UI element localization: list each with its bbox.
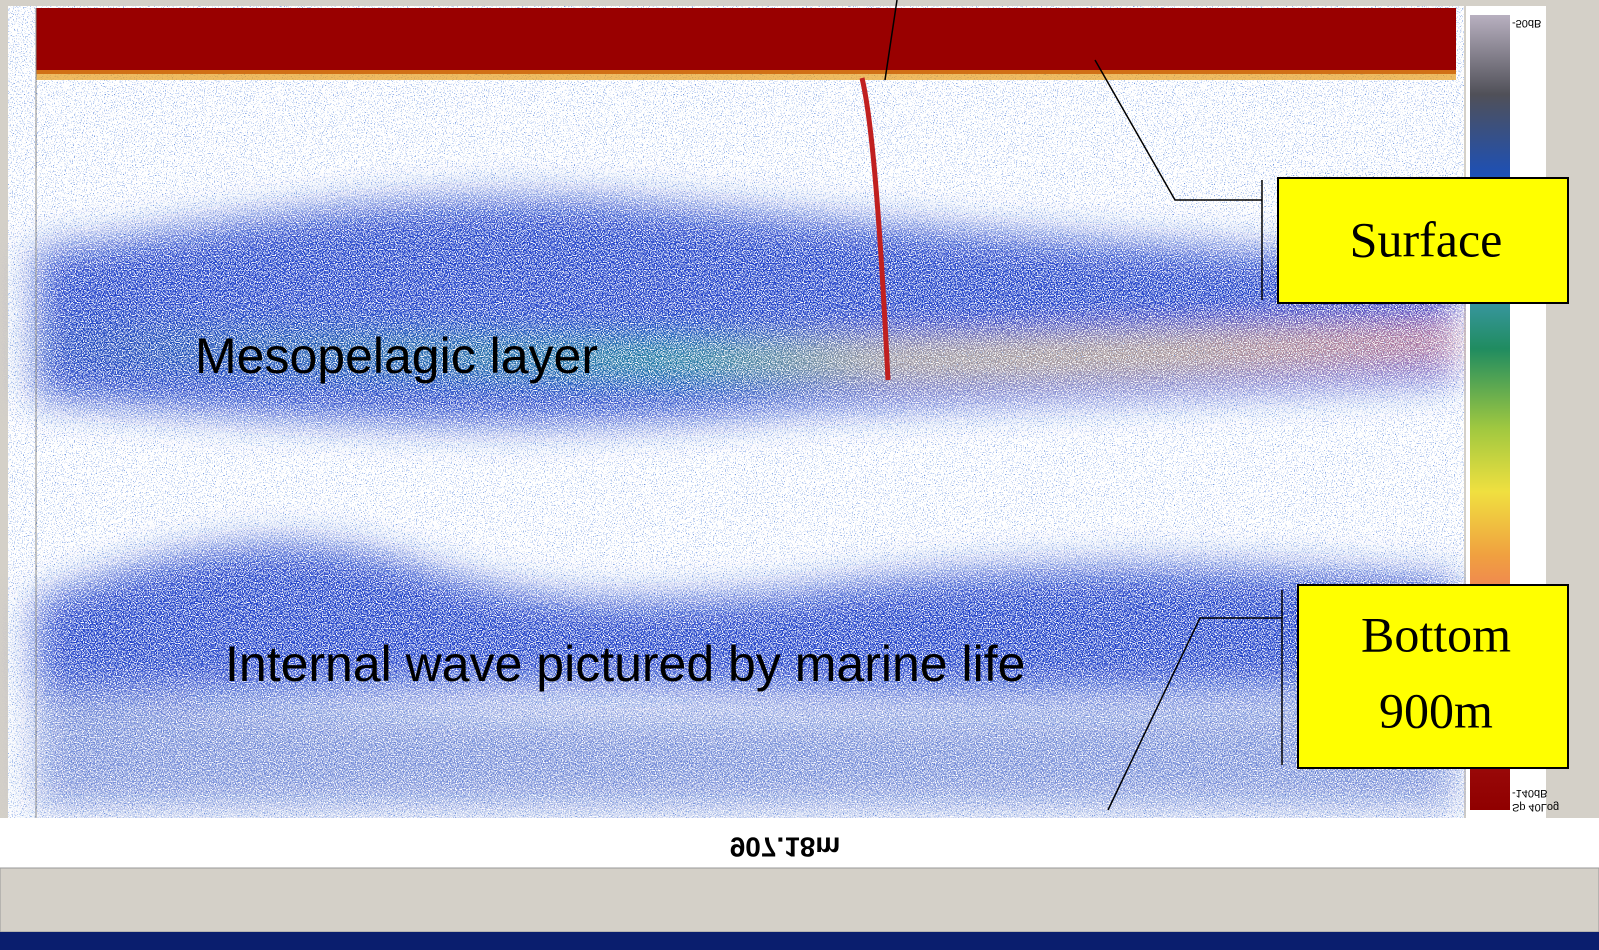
scale-top: -50dB: [1512, 17, 1541, 29]
wave-label: Internal wave pictured by marine life: [225, 636, 1025, 692]
screenshot: -50dB -140dB Sp 40Log 907.18m Surface Bo…: [0, 0, 1599, 950]
scale-unit: Sp 40Log: [1512, 801, 1559, 813]
surface-band: [36, 8, 1456, 74]
toolbar[interactable]: [0, 868, 1599, 932]
bottom-label: Bottom: [1361, 606, 1511, 662]
surface-label: Surface: [1350, 211, 1503, 267]
layer-label: Mesopelagic layer: [195, 328, 598, 384]
bottom-depth: 900m: [1379, 682, 1493, 738]
range-label: 907.18m: [730, 832, 841, 863]
surface-edge: [36, 70, 1456, 80]
title-bar: [0, 932, 1599, 950]
scale-bottom: -140dB: [1512, 787, 1547, 799]
page: -50dB -140dB Sp 40Log 907.18m Surface Bo…: [0, 0, 1599, 950]
